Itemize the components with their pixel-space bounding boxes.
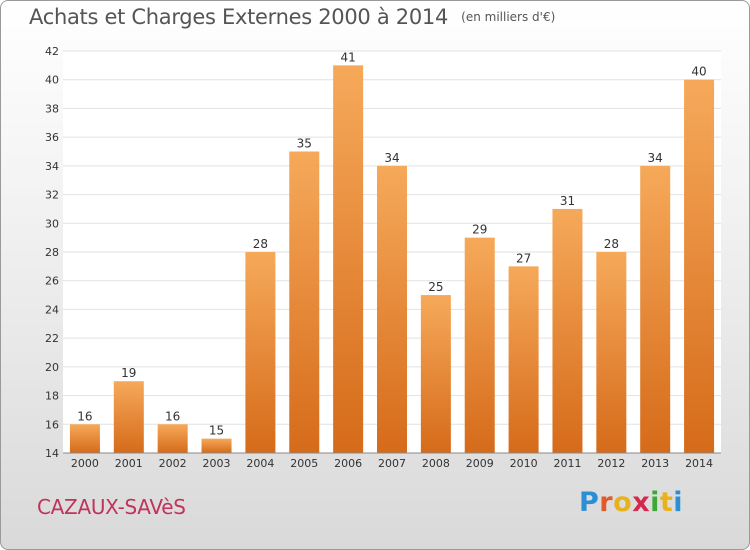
y-tick-label: 14 bbox=[45, 447, 59, 460]
y-tick-label: 38 bbox=[45, 102, 59, 115]
bar-2011 bbox=[552, 208, 583, 453]
value-label: 28 bbox=[604, 237, 619, 251]
bar-2003 bbox=[201, 438, 232, 453]
x-tick-label: 2004 bbox=[246, 457, 274, 470]
chart-title: Achats et Charges Externes 2000 à 2014 bbox=[29, 5, 449, 29]
y-tick-label: 42 bbox=[45, 45, 59, 58]
x-tick-label: 2000 bbox=[71, 457, 99, 470]
bar-2013 bbox=[640, 165, 671, 453]
value-label: 19 bbox=[121, 366, 136, 380]
logo-letter: r bbox=[599, 487, 614, 518]
logo-letter: x bbox=[632, 487, 651, 518]
logo-letter: i bbox=[673, 487, 684, 518]
chart-header: Achats et Charges Externes 2000 à 2014 (… bbox=[29, 5, 555, 29]
x-tick-label: 2007 bbox=[378, 457, 406, 470]
value-label: 28 bbox=[253, 237, 268, 251]
value-label: 25 bbox=[428, 280, 443, 294]
value-label: 41 bbox=[340, 50, 355, 64]
value-labels: 16 19 16 15 28 35 41 34 25 29 27 31 28 34 40 bbox=[77, 50, 706, 437]
value-label: 16 bbox=[77, 409, 92, 423]
y-axis-ticks: 14 16 18 20 22 24 26 28 30 32 34 36 38 40 42 bbox=[45, 45, 59, 460]
x-tick-label: 2011 bbox=[553, 457, 581, 470]
x-tick-label: 2014 bbox=[685, 457, 713, 470]
x-tick-label: 2012 bbox=[597, 457, 625, 470]
x-tick-label: 2008 bbox=[422, 457, 450, 470]
value-label: 31 bbox=[560, 194, 575, 208]
chart-subtitle: (en milliers d'€) bbox=[461, 10, 556, 24]
value-label: 16 bbox=[165, 409, 180, 423]
logo-letter: i bbox=[650, 487, 660, 518]
y-tick-label: 28 bbox=[45, 246, 59, 259]
proxiti-logo: Proxiti bbox=[579, 487, 683, 518]
value-label: 29 bbox=[472, 223, 487, 237]
x-tick-label: 2003 bbox=[203, 457, 231, 470]
y-tick-label: 18 bbox=[45, 390, 59, 403]
bar-2001 bbox=[113, 381, 144, 453]
y-tick-label: 34 bbox=[45, 160, 59, 173]
bar-2009 bbox=[464, 237, 495, 453]
value-label: 34 bbox=[384, 151, 399, 165]
value-label: 40 bbox=[691, 65, 706, 79]
x-tick-label: 2006 bbox=[334, 457, 362, 470]
y-tick-label: 24 bbox=[45, 303, 59, 316]
y-tick-label: 26 bbox=[45, 275, 59, 288]
x-tick-label: 2009 bbox=[466, 457, 494, 470]
x-tick-label: 2001 bbox=[115, 457, 143, 470]
y-tick-label: 30 bbox=[45, 217, 59, 230]
y-tick-label: 36 bbox=[45, 131, 59, 144]
bar-2014 bbox=[684, 79, 715, 453]
bar-2012 bbox=[596, 252, 627, 453]
x-tick-label: 2002 bbox=[159, 457, 187, 470]
x-tick-label: 2013 bbox=[641, 457, 669, 470]
bar-2006 bbox=[333, 65, 364, 453]
commune-name: CAZAUX-SAVèS bbox=[37, 495, 186, 519]
value-label: 15 bbox=[209, 424, 224, 438]
bar-2002 bbox=[157, 424, 188, 453]
bar-2005 bbox=[289, 151, 320, 453]
x-tick-label: 2005 bbox=[290, 457, 318, 470]
logo-letter: t bbox=[659, 487, 674, 518]
y-tick-label: 40 bbox=[45, 74, 59, 87]
y-tick-label: 16 bbox=[45, 418, 59, 431]
logo-letter: o bbox=[613, 487, 633, 518]
bar-2010 bbox=[508, 266, 539, 453]
bar-2000 bbox=[69, 424, 100, 453]
bar-2004 bbox=[245, 252, 276, 453]
x-tick-label: 2010 bbox=[510, 457, 538, 470]
y-tick-label: 22 bbox=[45, 332, 59, 345]
value-label: 35 bbox=[297, 137, 312, 151]
bar-2008 bbox=[420, 295, 451, 453]
y-tick-label: 32 bbox=[45, 189, 59, 202]
value-label: 27 bbox=[516, 251, 531, 265]
logo-letter: P bbox=[579, 487, 600, 518]
y-tick-label: 20 bbox=[45, 361, 59, 374]
value-label: 34 bbox=[648, 151, 663, 165]
bars bbox=[69, 65, 715, 453]
x-axis-ticks: 2000 2001 2002 2003 2004 2005 2006 2007 2008 2009… bbox=[71, 457, 713, 470]
bar-2007 bbox=[377, 165, 407, 453]
